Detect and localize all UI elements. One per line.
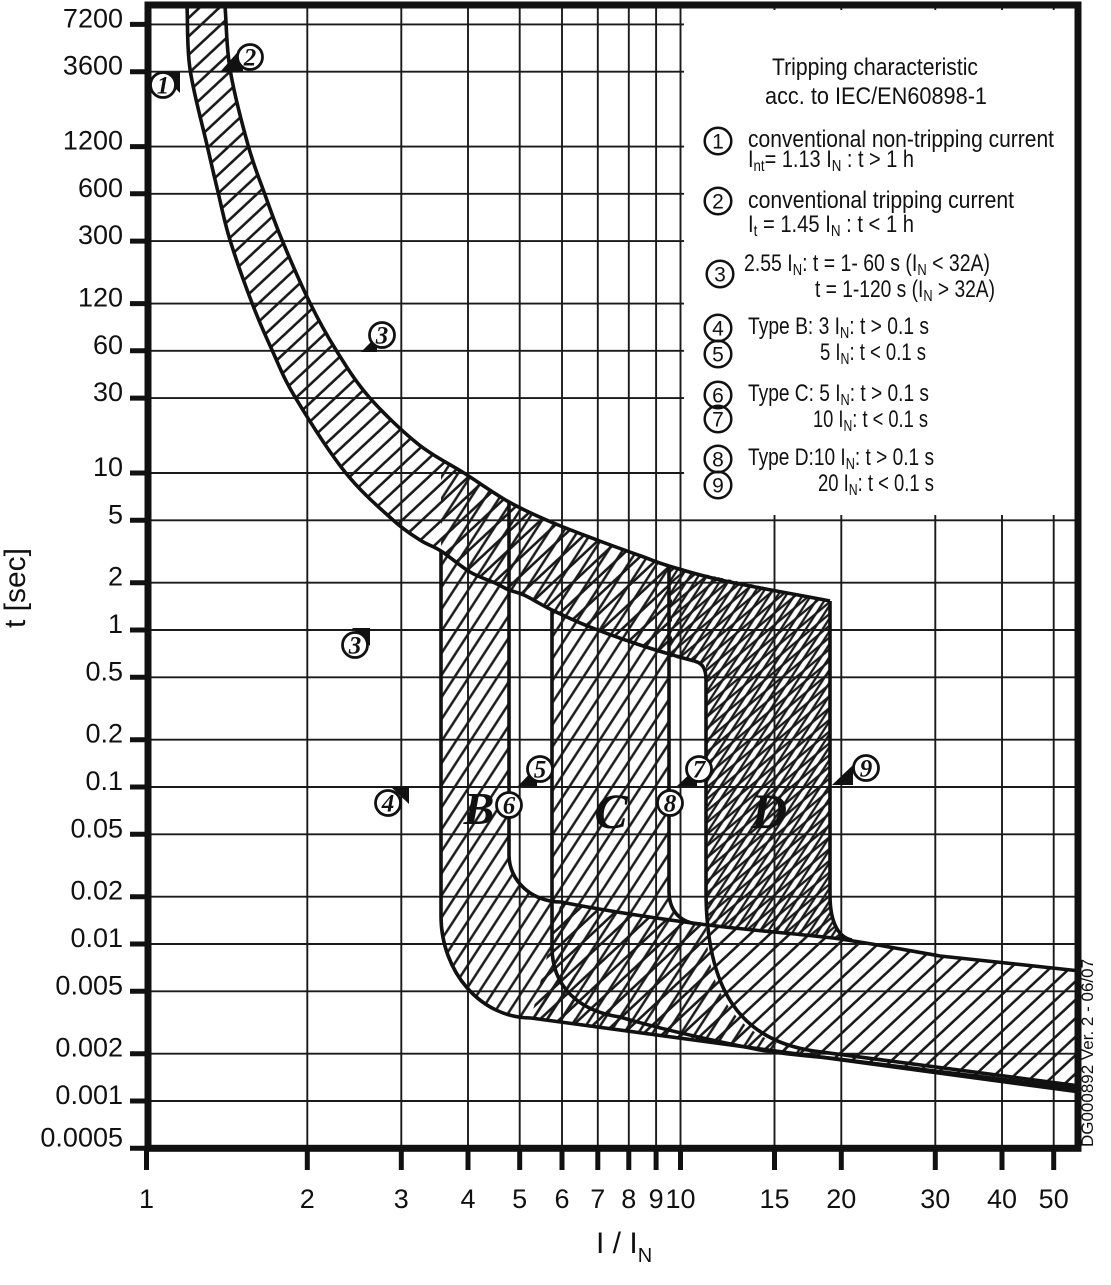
svg-text:Type C: 5 IN: t > 0.1 s: Type C: 5 IN: t > 0.1 s — [748, 380, 929, 409]
svg-text:4: 4 — [460, 1184, 475, 1214]
svg-text:4: 4 — [381, 791, 395, 818]
svg-text:0.005: 0.005 — [55, 970, 123, 1000]
svg-text:300: 300 — [78, 220, 123, 250]
svg-text:1: 1 — [139, 1184, 154, 1214]
svg-text:1: 1 — [157, 73, 170, 100]
svg-text:0.0005: 0.0005 — [40, 1122, 123, 1152]
svg-text:0.1: 0.1 — [85, 766, 123, 796]
svg-text:60: 60 — [93, 330, 123, 360]
svg-text:3: 3 — [394, 1184, 409, 1214]
svg-text:conventional non-tripping curr: conventional non-tripping current — [748, 126, 1054, 153]
svg-text:9: 9 — [649, 1184, 664, 1214]
svg-text:7: 7 — [590, 1184, 605, 1214]
svg-text:30: 30 — [920, 1184, 950, 1214]
svg-text:9: 9 — [712, 475, 724, 498]
svg-text:1: 1 — [108, 609, 123, 639]
svg-text:30: 30 — [93, 377, 123, 407]
svg-text:10: 10 — [93, 452, 123, 482]
svg-text:3: 3 — [714, 264, 726, 287]
svg-text:15: 15 — [759, 1184, 789, 1214]
svg-text:Int= 1.13 IN : t > 1 h: Int= 1.13 IN : t > 1 h — [748, 146, 914, 175]
svg-text:B: B — [463, 783, 495, 834]
svg-text:9: 9 — [860, 756, 873, 783]
svg-text:20 IN: t < 0.1 s: 20 IN: t < 0.1 s — [818, 470, 934, 499]
svg-text:2: 2 — [108, 562, 123, 592]
svg-text:6: 6 — [503, 793, 516, 820]
svg-text:C: C — [594, 783, 628, 839]
svg-text:t [sec]: t [sec] — [0, 548, 32, 628]
svg-text:D: D — [750, 783, 787, 839]
svg-text:3: 3 — [348, 633, 362, 660]
svg-text:40: 40 — [987, 1184, 1017, 1214]
svg-text:5: 5 — [534, 757, 547, 784]
svg-text:2: 2 — [300, 1184, 315, 1214]
svg-text:5 IN: t < 0.1 s: 5 IN: t < 0.1 s — [820, 339, 926, 368]
svg-text:0.5: 0.5 — [85, 656, 123, 686]
svg-text:8: 8 — [712, 449, 724, 472]
svg-text:0.05: 0.05 — [70, 813, 123, 843]
svg-text:8: 8 — [664, 791, 677, 818]
svg-text:conventional tripping current: conventional tripping current — [748, 187, 1014, 214]
svg-text:7: 7 — [712, 409, 724, 432]
svg-text:4: 4 — [712, 318, 724, 341]
svg-text:7: 7 — [693, 757, 707, 784]
svg-text:1: 1 — [712, 131, 724, 154]
svg-text:5: 5 — [712, 344, 724, 367]
svg-text:Tripping characteristic: Tripping characteristic — [772, 54, 978, 81]
svg-text:20: 20 — [826, 1184, 856, 1214]
svg-text:5: 5 — [512, 1184, 527, 1214]
svg-text:0.002: 0.002 — [55, 1033, 123, 1063]
svg-text:DG000892 Ver. 2 - 06/07: DG000892 Ver. 2 - 06/07 — [1078, 959, 1097, 1147]
svg-text:10 IN: t < 0.1 s: 10 IN: t < 0.1 s — [813, 406, 928, 435]
svg-text:0.2: 0.2 — [85, 719, 123, 749]
svg-text:6: 6 — [712, 385, 724, 408]
svg-text:Type D:10 IN: t > 0.1 s: Type D:10 IN: t > 0.1 s — [748, 444, 934, 473]
svg-text:0.001: 0.001 — [55, 1080, 123, 1110]
svg-text:2: 2 — [243, 45, 257, 72]
svg-text:t = 1-120 s (IN > 32A): t = 1-120 s (IN > 32A) — [815, 276, 995, 305]
svg-text:7200: 7200 — [63, 3, 123, 33]
svg-text:1200: 1200 — [63, 126, 123, 156]
svg-text:3: 3 — [375, 323, 389, 350]
svg-text:0.01: 0.01 — [70, 923, 123, 953]
svg-text:3600: 3600 — [63, 51, 123, 81]
svg-text:5: 5 — [108, 499, 123, 529]
svg-text:10: 10 — [665, 1184, 695, 1214]
svg-text:6: 6 — [554, 1184, 569, 1214]
svg-text:acc. to IEC/EN60898-1: acc. to IEC/EN60898-1 — [765, 83, 987, 110]
svg-text:8: 8 — [621, 1184, 636, 1214]
svg-text:120: 120 — [78, 283, 123, 313]
svg-text:2.55 IN: t = 1- 60 s (IN < 32A: 2.55 IN: t = 1- 60 s (IN < 32A) — [744, 250, 990, 279]
svg-text:Type B: 3 IN: t > 0.1 s: Type B: 3 IN: t > 0.1 s — [748, 313, 929, 342]
svg-text:0.02: 0.02 — [70, 876, 123, 906]
svg-text:2: 2 — [712, 191, 724, 214]
svg-text:600: 600 — [78, 173, 123, 203]
svg-text:50: 50 — [1039, 1184, 1069, 1214]
